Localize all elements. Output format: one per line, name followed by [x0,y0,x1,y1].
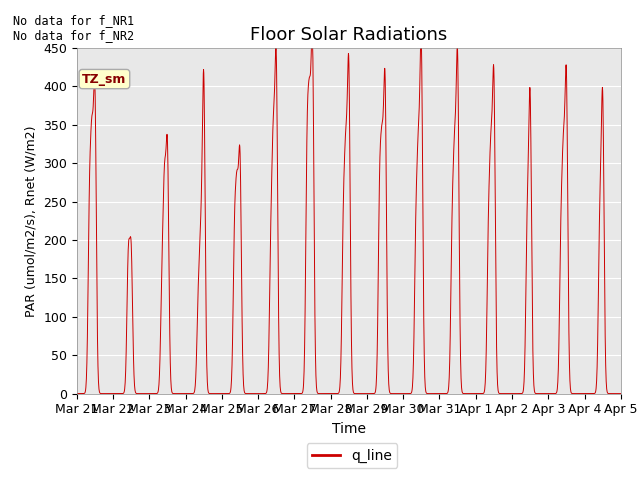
Text: No data for f_NR1
No data for f_NR2: No data for f_NR1 No data for f_NR2 [13,14,134,42]
Y-axis label: PAR (umol/m2/s), Rnet (W/m2): PAR (umol/m2/s), Rnet (W/m2) [25,125,38,316]
Title: Floor Solar Radiations: Floor Solar Radiations [250,25,447,44]
X-axis label: Time: Time [332,422,366,436]
Text: TZ_sm: TZ_sm [82,72,127,85]
Legend: q_line: q_line [307,443,397,468]
